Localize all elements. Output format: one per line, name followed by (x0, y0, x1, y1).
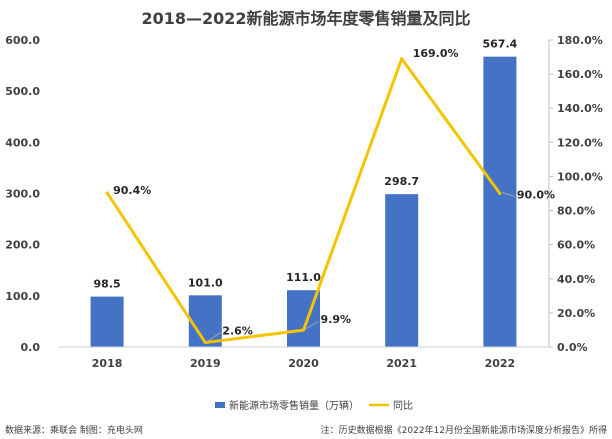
right-axis-tick-label: 100.0% (557, 170, 603, 183)
right-axis-tick-label: 0.0% (557, 341, 588, 354)
bar-value-label: 567.4 (483, 38, 518, 51)
right-axis-tick-label: 80.0% (557, 205, 595, 218)
line-point (105, 191, 109, 195)
line-value-label: 90.0% (517, 189, 555, 202)
chart-title: 2018—2022新能源市场年度零售销量及同比 (141, 9, 470, 28)
legend: 新能源市场零售销量（万辆） 同比 (215, 399, 413, 412)
line-label-leader (207, 332, 221, 342)
line-point (498, 192, 502, 195)
right-axis-tick-label: 40.0% (557, 273, 595, 286)
line-value-label: 90.4% (113, 184, 151, 197)
legend-bar-swatch (215, 402, 225, 408)
bar-value-label: 298.7 (384, 175, 419, 188)
line-point (400, 57, 404, 61)
x-axis-tick-label: 2018 (92, 357, 123, 370)
right-axis-tick-label: 20.0% (557, 307, 595, 320)
right-axis-tick-label: 120.0% (557, 136, 603, 149)
left-axis-tick-label: 100.0 (5, 290, 40, 303)
bar (188, 295, 222, 347)
line-point (203, 341, 207, 345)
right-axis: 0.0% 20.0% 40.0% 60.0% 80.0% 100.0% 120.0% 140.… (548, 34, 603, 354)
right-axis-tick-label: 140.0% (557, 102, 603, 115)
x-axis-labels: 2018 2019 2020 2021 2022 (92, 357, 515, 370)
right-axis-tick-label: 180.0% (557, 34, 603, 47)
line-series (105, 57, 502, 345)
x-axis-tick-label: 2021 (386, 357, 417, 370)
bar-value-label: 111.0 (286, 271, 321, 284)
right-axis-tick-label: 60.0% (557, 239, 595, 252)
left-axis-tick-label: 200.0 (5, 239, 40, 252)
line-value-label: 169.0% (413, 47, 459, 60)
bar-data-labels: 98.5 101.0 111.0 298.7 567.4 (94, 38, 518, 291)
x-axis-tick-label: 2019 (190, 357, 221, 370)
bar-series (90, 56, 517, 348)
line-data-labels: 90.4% 2.6% 9.9% 169.0% 90.0% (113, 47, 555, 342)
line-label-leader (305, 320, 319, 330)
left-axis-tick-label: 600.0 (5, 34, 40, 47)
left-axis-tick-label: 400.0 (5, 136, 40, 149)
x-axis-tick-label: 2020 (288, 357, 319, 370)
legend-bar-label: 新能源市场零售销量（万辆） (229, 399, 359, 412)
line-label-leader (501, 192, 516, 197)
footer-note: 注：历史数据根据《2022年12月份全国新能源市场深度分析报告》所得 (321, 424, 607, 436)
bar-value-label: 101.0 (188, 276, 223, 289)
bar-value-label: 98.5 (94, 278, 121, 291)
left-axis: 0.0 100.0 200.0 300.0 400.0 500.0 600.0 (5, 34, 40, 354)
right-axis-tick-label: 160.0% (557, 68, 603, 81)
left-axis-tick-label: 300.0 (5, 188, 40, 201)
line-value-label: 9.9% (321, 313, 352, 326)
bar (385, 194, 419, 347)
bar (90, 296, 124, 347)
line-value-label: 2.6% (222, 325, 253, 338)
footer-source: 数据来源：乘联会 制图：充电头网 (5, 424, 143, 436)
x-axis-tick-label: 2022 (485, 357, 516, 370)
left-axis-tick-label: 500.0 (5, 85, 40, 98)
left-axis-tick-label: 0.0 (21, 341, 41, 354)
legend-line-label: 同比 (393, 400, 413, 412)
line-point (302, 328, 305, 332)
bar (483, 56, 517, 348)
